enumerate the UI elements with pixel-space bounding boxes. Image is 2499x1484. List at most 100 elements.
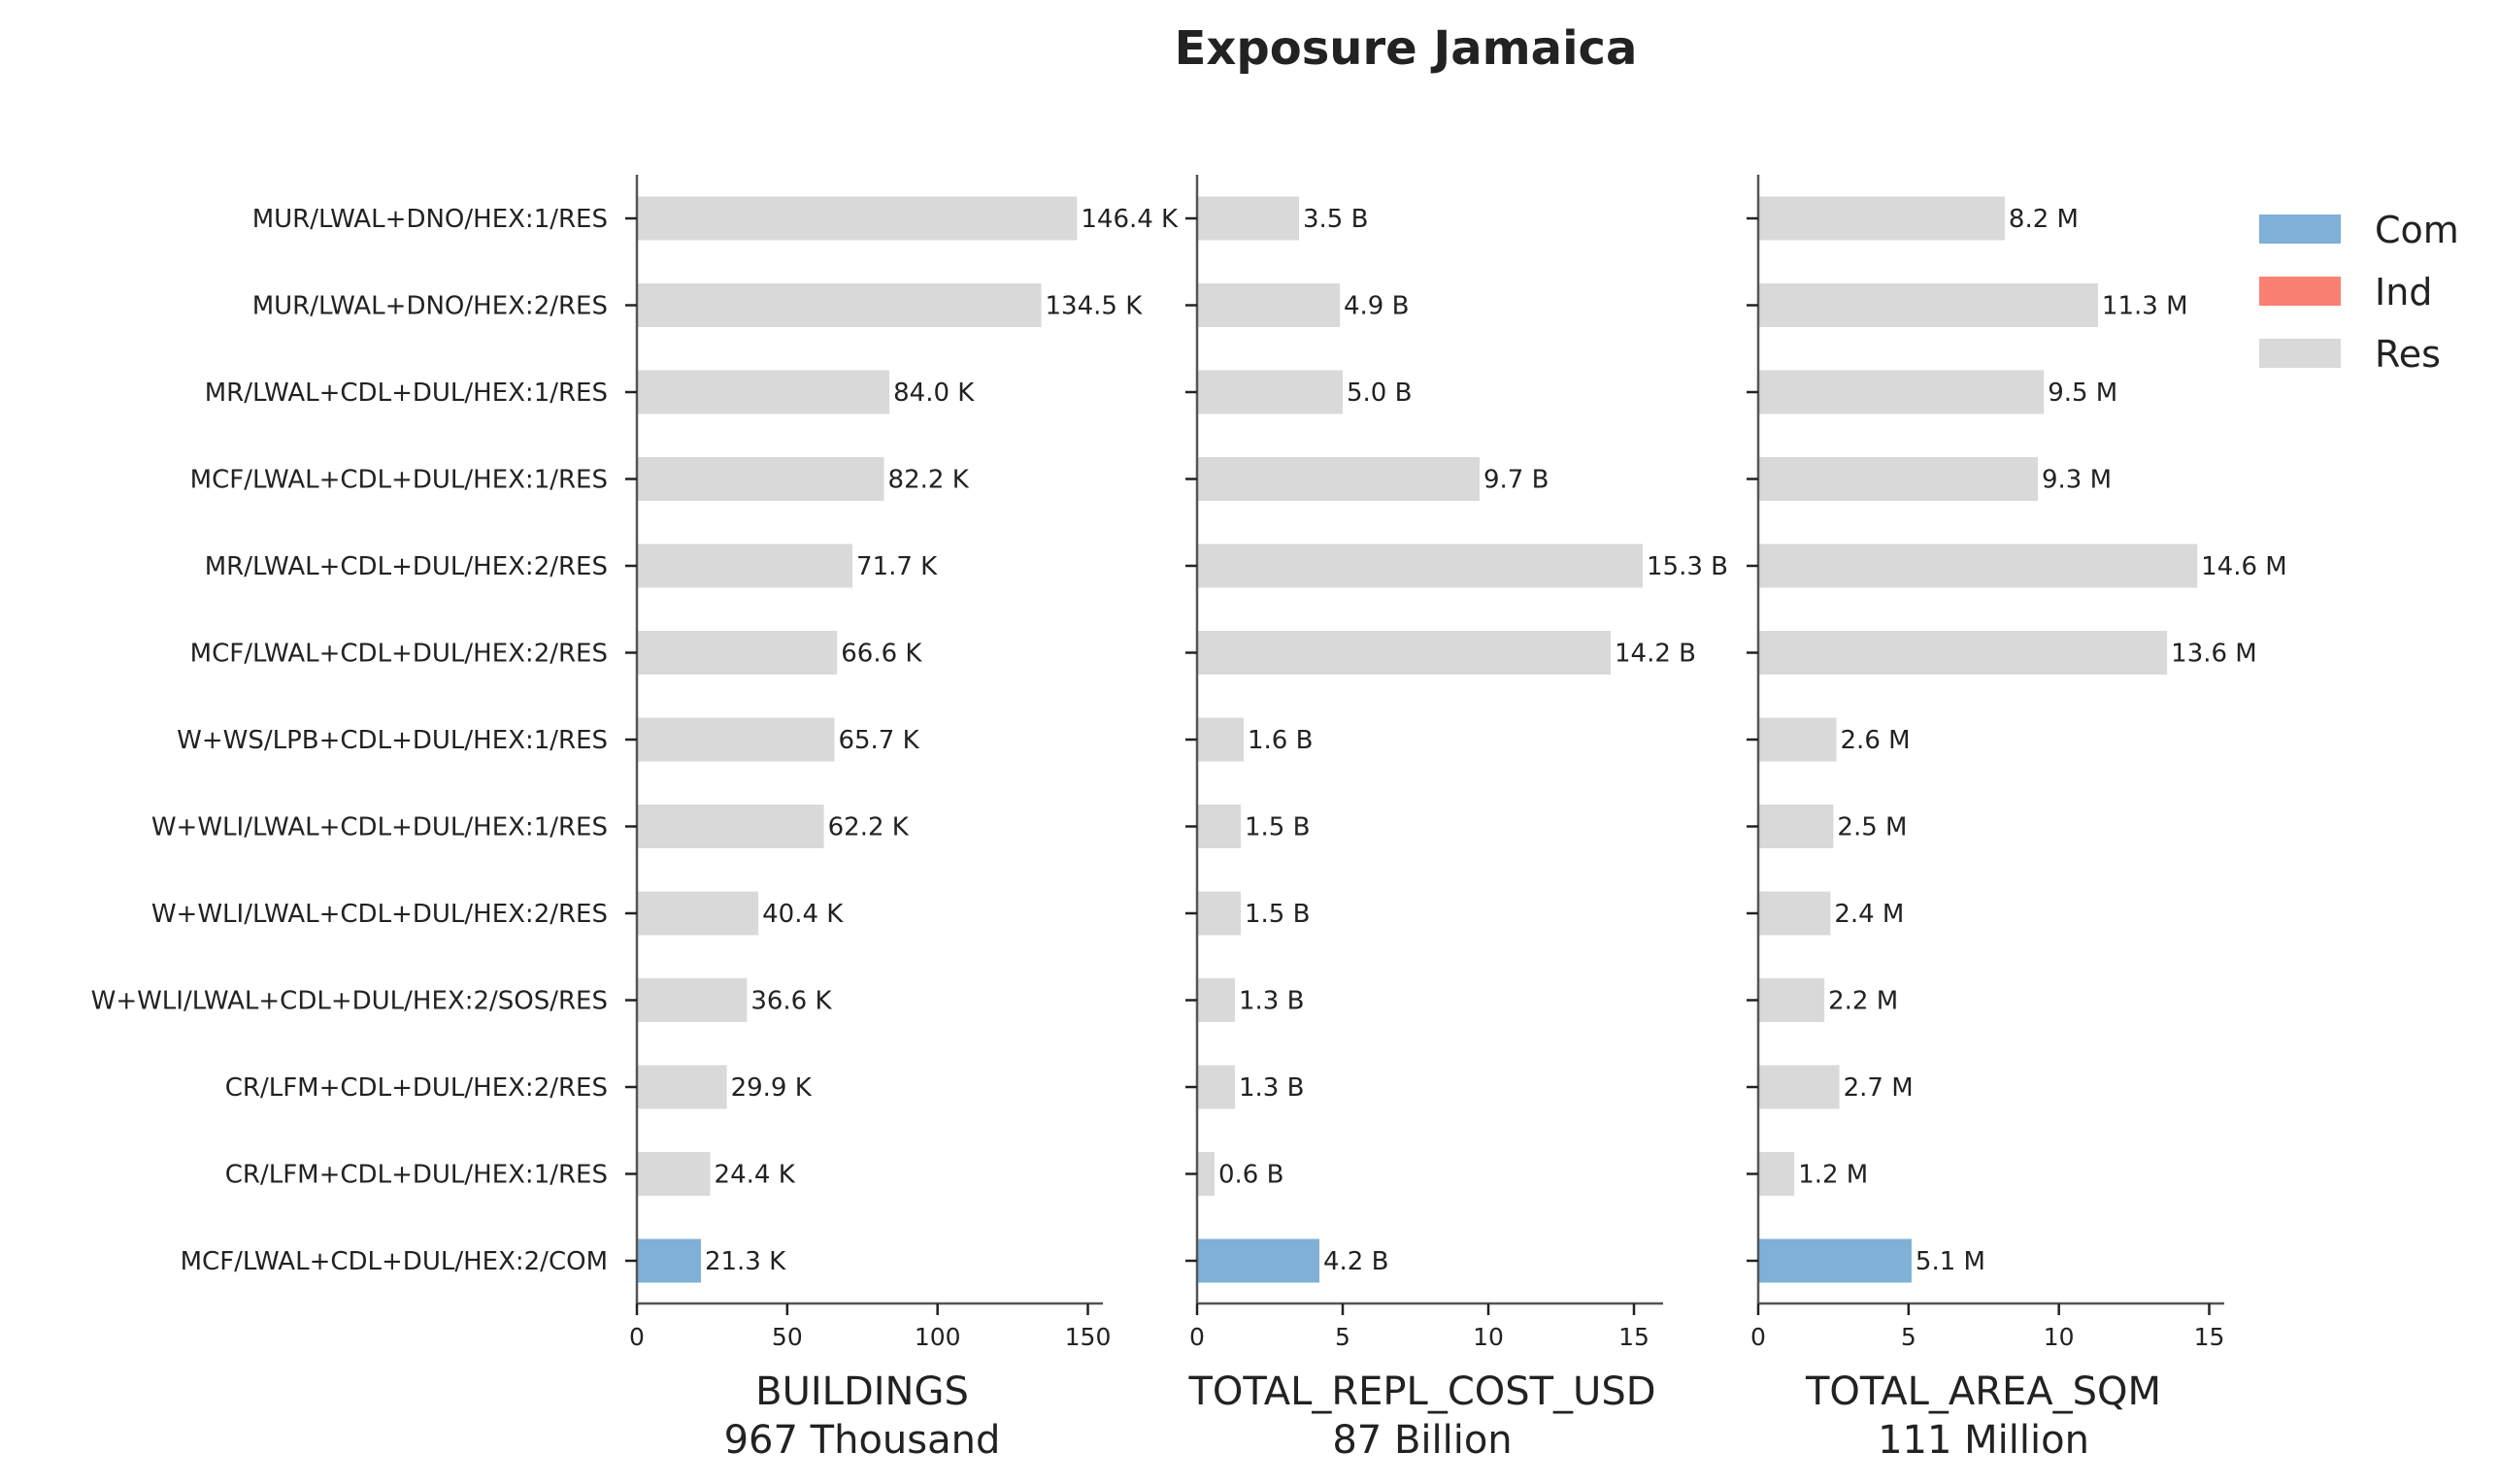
data-label: 24.4 K	[715, 1161, 796, 1190]
bar	[637, 457, 884, 501]
data-label: 4.2 B	[1323, 1247, 1388, 1276]
bar	[1758, 196, 2005, 241]
data-label: 14.6 M	[2201, 552, 2287, 581]
category-label: MCF/LWAL+CDL+DUL/HEX:2/COM	[181, 1247, 608, 1276]
data-label: 21.3 K	[705, 1247, 786, 1276]
data-label: 82.2 K	[888, 466, 970, 495]
data-label: 146.4 K	[1081, 205, 1179, 234]
x-tick-label: 15	[1618, 1323, 1649, 1351]
bar	[1758, 1152, 1795, 1196]
data-label: 11.3 M	[2102, 292, 2188, 321]
data-label: 9.5 M	[2048, 379, 2117, 408]
bar	[1197, 1238, 1319, 1283]
data-label: 15.3 B	[1647, 552, 1728, 581]
bar	[1758, 370, 2045, 414]
x-tick-label: 5	[1335, 1323, 1350, 1351]
legend-label: Com	[2375, 209, 2459, 251]
x-tick-label: 0	[1189, 1323, 1205, 1351]
bar	[637, 196, 1078, 241]
bar	[1197, 544, 1643, 588]
x-axis-label: TOTAL_AREA_SQM	[1805, 1369, 2161, 1414]
legend-label: Ind	[2375, 271, 2432, 313]
x-tick-label: 100	[915, 1323, 961, 1351]
data-label: 5.0 B	[1347, 379, 1412, 408]
data-label: 2.5 M	[1837, 813, 1907, 842]
bar	[637, 283, 1042, 327]
x-tick-label: 10	[2044, 1323, 2075, 1351]
data-label: 1.6 B	[1248, 726, 1313, 755]
data-label: 0.6 B	[1218, 1161, 1283, 1190]
bar	[637, 805, 824, 848]
category-label: MR/LWAL+CDL+DUL/HEX:2/RES	[205, 552, 608, 581]
x-tick-label: 150	[1065, 1323, 1112, 1351]
legend-swatch	[2259, 339, 2341, 368]
data-label: 40.4 K	[762, 900, 844, 929]
x-tick-label: 15	[2194, 1323, 2225, 1351]
bar	[1197, 370, 1343, 414]
data-label: 13.6 M	[2171, 640, 2257, 669]
category-label: W+WS/LPB+CDL+DUL/HEX:1/RES	[177, 726, 608, 755]
data-label: 66.6 K	[841, 640, 922, 669]
bar	[637, 891, 759, 936]
bar	[1758, 283, 2098, 327]
bar	[637, 631, 838, 675]
bar	[1197, 891, 1241, 936]
bar	[637, 1238, 701, 1283]
x-tick-label: 0	[1750, 1323, 1766, 1351]
data-label: 1.5 B	[1245, 900, 1310, 929]
x-tick-label: 0	[629, 1323, 645, 1351]
bar	[1758, 805, 1834, 848]
data-label: 1.3 B	[1239, 987, 1304, 1016]
category-label: MCF/LWAL+CDL+DUL/HEX:2/RES	[190, 640, 608, 669]
bar	[1758, 1065, 1840, 1109]
bar	[1197, 1065, 1235, 1109]
bar	[1758, 978, 1825, 1022]
data-label: 8.2 M	[2009, 205, 2079, 234]
data-label: 14.2 B	[1615, 640, 1696, 669]
data-label: 9.3 M	[2042, 466, 2112, 495]
x-axis-total: 87 Billion	[1332, 1418, 1512, 1463]
bar	[1197, 1152, 1215, 1196]
bar	[637, 370, 890, 414]
category-label: MUR/LWAL+DNO/HEX:1/RES	[252, 205, 608, 234]
category-label: W+WLI/LWAL+CDL+DUL/HEX:1/RES	[151, 813, 608, 842]
data-label: 29.9 K	[731, 1073, 813, 1103]
data-label: 134.5 K	[1046, 292, 1144, 321]
data-label: 65.7 K	[838, 726, 919, 755]
bar	[637, 717, 835, 762]
bar	[1758, 544, 2198, 588]
bar	[1197, 631, 1611, 675]
legend-swatch	[2259, 277, 2341, 306]
x-axis-label: BUILDINGS	[755, 1369, 969, 1414]
category-label: CR/LFM+CDL+DUL/HEX:1/RES	[225, 1161, 608, 1190]
data-label: 2.6 M	[1841, 726, 1911, 755]
category-label: W+WLI/LWAL+CDL+DUL/HEX:2/RES	[151, 900, 608, 929]
category-label: MCF/LWAL+CDL+DUL/HEX:1/RES	[190, 466, 608, 495]
data-label: 2.2 M	[1828, 987, 1898, 1016]
category-label: W+WLI/LWAL+CDL+DUL/HEX:2/SOS/RES	[91, 987, 608, 1016]
category-label: CR/LFM+CDL+DUL/HEX:2/RES	[225, 1073, 608, 1103]
data-label: 5.1 M	[1916, 1247, 1985, 1276]
bar	[1758, 631, 2168, 675]
x-axis-total: 967 Thousand	[724, 1418, 1001, 1463]
bar	[637, 544, 853, 588]
legend-swatch	[2259, 214, 2341, 244]
bar	[637, 1065, 727, 1109]
x-tick-label: 10	[1473, 1323, 1504, 1351]
data-label: 1.3 B	[1239, 1073, 1304, 1103]
bar	[1758, 717, 1837, 762]
x-tick-label: 5	[1901, 1323, 1916, 1351]
bar	[637, 978, 748, 1022]
x-axis-label: TOTAL_REPL_COST_USD	[1187, 1369, 1655, 1414]
bar	[1197, 805, 1241, 848]
bar	[1758, 457, 2038, 501]
data-label: 84.0 K	[893, 379, 975, 408]
data-label: 62.2 K	[828, 813, 910, 842]
data-label: 1.5 B	[1245, 813, 1310, 842]
data-label: 4.9 B	[1344, 292, 1409, 321]
bar	[1197, 283, 1340, 327]
bar	[1197, 978, 1235, 1022]
category-label: MR/LWAL+CDL+DUL/HEX:1/RES	[205, 379, 608, 408]
data-label: 2.4 M	[1834, 900, 1904, 929]
